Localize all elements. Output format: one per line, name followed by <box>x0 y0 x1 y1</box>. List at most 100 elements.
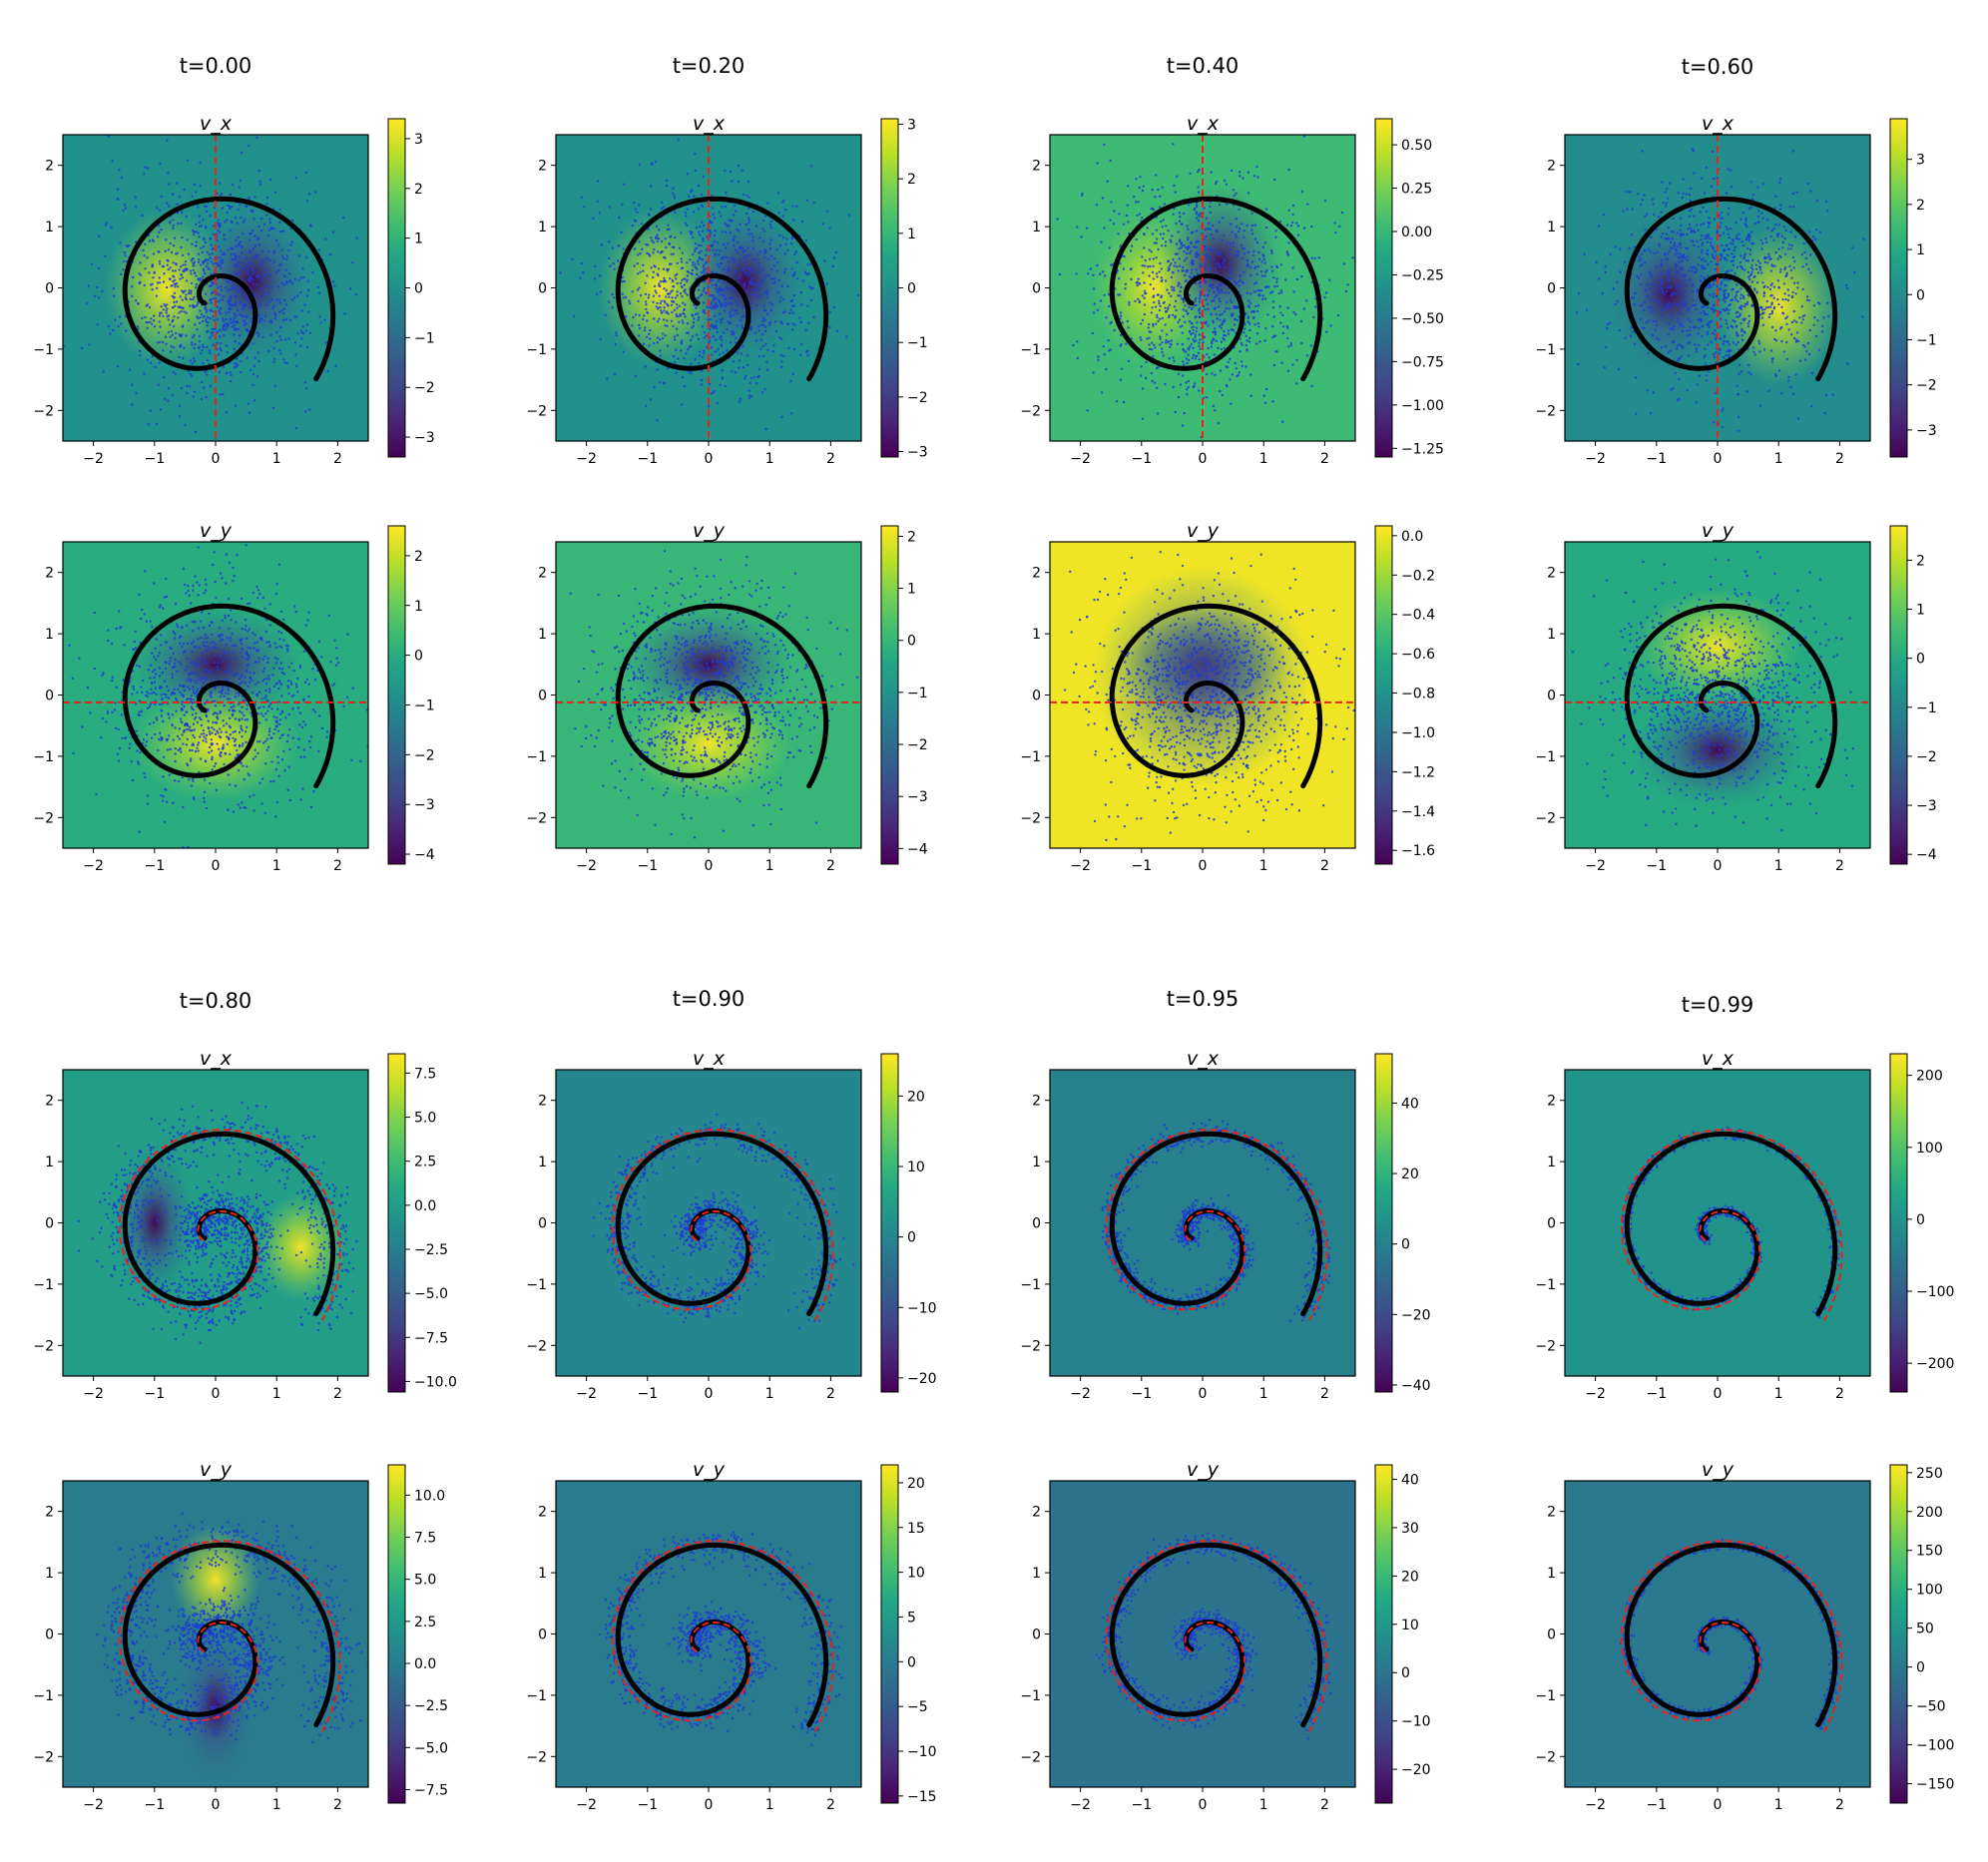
particle <box>709 721 712 724</box>
particle <box>209 237 212 240</box>
particle <box>158 281 162 284</box>
particle <box>1156 313 1159 316</box>
particle <box>675 327 679 330</box>
particle <box>600 243 604 246</box>
particle <box>191 195 194 198</box>
particle <box>688 614 691 617</box>
particle <box>1235 192 1238 195</box>
particle <box>237 768 241 772</box>
particle <box>220 192 224 196</box>
particle <box>704 750 707 753</box>
particle <box>228 708 232 711</box>
particle <box>179 663 183 666</box>
particle <box>160 735 163 739</box>
particle <box>800 303 803 306</box>
particle <box>235 244 238 248</box>
particle <box>636 813 639 817</box>
particle <box>691 313 694 316</box>
particle <box>131 403 134 406</box>
particle <box>1215 266 1218 269</box>
particle <box>213 661 217 665</box>
particle <box>745 564 747 567</box>
particle <box>306 619 309 622</box>
particle <box>317 640 321 644</box>
particle <box>282 256 285 260</box>
particle <box>1096 263 1099 267</box>
particle <box>749 767 752 771</box>
particle <box>288 318 292 322</box>
particle <box>232 580 235 583</box>
particle <box>287 765 290 768</box>
particle <box>629 720 632 723</box>
particle <box>276 761 280 764</box>
particle <box>758 762 761 766</box>
particle <box>657 274 660 277</box>
particle <box>748 771 751 774</box>
particle <box>230 619 233 622</box>
time-label: t=0.40 <box>1167 54 1240 78</box>
particle <box>680 603 683 606</box>
particle <box>192 722 196 725</box>
particle <box>202 267 205 270</box>
particle <box>747 642 750 645</box>
particle <box>676 293 679 297</box>
particle <box>607 300 611 303</box>
particle <box>172 261 175 264</box>
particle <box>272 732 275 735</box>
particle <box>192 297 195 301</box>
particle <box>713 390 717 393</box>
particle <box>282 283 286 287</box>
particle <box>750 278 753 281</box>
particle <box>135 299 138 302</box>
particle <box>179 415 182 418</box>
particle <box>705 622 708 625</box>
particle <box>272 667 275 670</box>
particle <box>640 293 643 297</box>
particle <box>293 277 296 280</box>
particle <box>737 716 741 720</box>
particle <box>273 191 277 194</box>
particle <box>262 678 266 682</box>
particle <box>198 716 202 719</box>
particle <box>684 645 687 648</box>
particle <box>171 318 175 322</box>
particle <box>275 331 278 334</box>
particle <box>706 687 709 690</box>
particle <box>718 759 721 763</box>
particle <box>669 660 672 664</box>
particle <box>735 775 739 778</box>
particle <box>1154 196 1157 199</box>
particle <box>738 720 742 723</box>
particle <box>847 214 851 217</box>
particle <box>714 350 718 353</box>
particle <box>661 250 664 253</box>
particle <box>1208 222 1211 225</box>
particle <box>654 265 657 268</box>
particle <box>170 250 174 254</box>
particle <box>633 673 636 676</box>
particle <box>687 691 690 694</box>
particle <box>1267 285 1270 288</box>
particle <box>680 260 684 263</box>
particle <box>264 214 268 217</box>
particle <box>648 737 651 740</box>
particle <box>759 684 762 687</box>
particle <box>740 244 743 248</box>
particle <box>1286 369 1290 372</box>
particle <box>203 778 207 781</box>
particle <box>634 650 638 653</box>
particles <box>1056 135 1354 439</box>
particle <box>593 277 596 280</box>
particle <box>186 384 189 387</box>
colorbar-tick-label: 0 <box>907 281 916 297</box>
particle <box>746 363 749 367</box>
particle <box>248 411 251 414</box>
particle <box>710 623 713 626</box>
particle <box>280 646 283 649</box>
particle <box>608 240 611 243</box>
particle <box>242 681 245 684</box>
particle <box>124 207 128 210</box>
particle <box>194 749 198 753</box>
particle <box>204 307 207 310</box>
particle <box>786 710 789 713</box>
